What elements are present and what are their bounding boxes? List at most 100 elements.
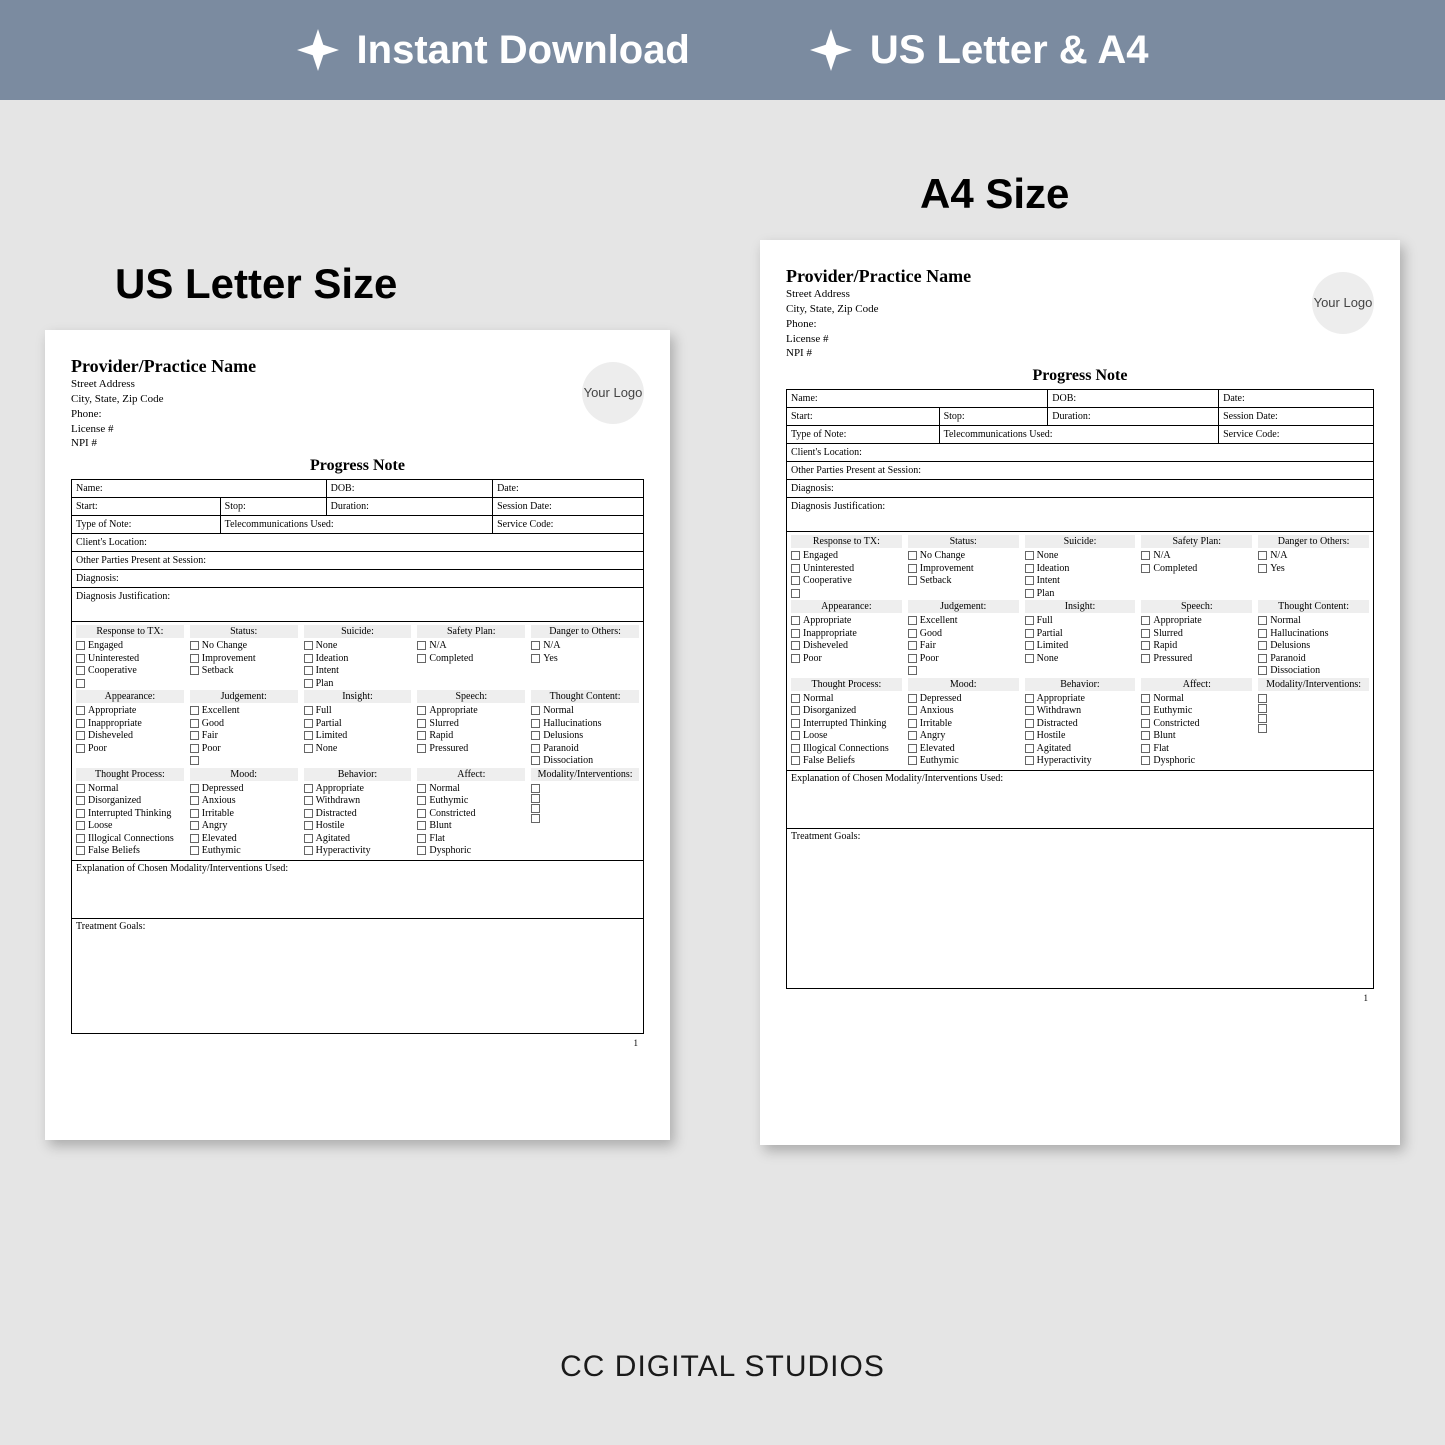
checkbox-icon[interactable] — [908, 666, 917, 675]
checkbox-icon[interactable] — [76, 654, 85, 663]
checkbox-icon[interactable] — [304, 706, 313, 715]
checkbox-icon[interactable] — [304, 641, 313, 650]
checkbox-icon[interactable] — [76, 846, 85, 855]
checkbox-icon[interactable] — [417, 821, 426, 830]
checkbox-icon[interactable] — [791, 719, 800, 728]
checkbox-icon[interactable] — [76, 821, 85, 830]
checkbox-icon[interactable] — [76, 666, 85, 675]
checkbox-icon[interactable] — [1258, 654, 1267, 663]
checkbox-icon[interactable] — [791, 576, 800, 585]
checkbox-icon[interactable] — [304, 654, 313, 663]
checkbox-icon[interactable] — [76, 784, 85, 793]
checkbox-icon[interactable] — [190, 756, 199, 765]
checkbox-icon[interactable] — [304, 821, 313, 830]
checkbox-icon[interactable] — [791, 744, 800, 753]
checkbox-icon[interactable] — [531, 744, 540, 753]
checkbox-icon[interactable] — [304, 796, 313, 805]
checkbox-icon[interactable] — [417, 834, 426, 843]
checkbox-icon[interactable] — [908, 706, 917, 715]
checkbox-icon[interactable] — [1141, 616, 1150, 625]
checkbox-icon[interactable] — [417, 744, 426, 753]
checkbox-icon[interactable] — [908, 744, 917, 753]
checkbox-icon[interactable] — [531, 641, 540, 650]
checkbox-icon[interactable] — [76, 641, 85, 650]
checkbox-icon[interactable] — [76, 706, 85, 715]
checkbox-icon[interactable] — [791, 589, 800, 598]
checkbox-icon[interactable] — [1025, 576, 1034, 585]
checkbox-icon[interactable] — [76, 679, 85, 688]
checkbox-icon[interactable] — [304, 846, 313, 855]
checkbox-icon[interactable] — [1025, 654, 1034, 663]
checkbox-icon[interactable] — [908, 694, 917, 703]
checkbox-icon[interactable] — [76, 744, 85, 753]
checkbox-icon[interactable] — [908, 756, 917, 765]
checkbox-icon[interactable] — [791, 641, 800, 650]
checkbox-icon[interactable] — [417, 731, 426, 740]
checkbox-icon[interactable] — [791, 654, 800, 663]
checkbox-icon[interactable] — [791, 706, 800, 715]
checkbox-icon[interactable] — [304, 784, 313, 793]
checkbox-icon[interactable] — [190, 706, 199, 715]
checkbox-icon[interactable] — [791, 551, 800, 560]
checkbox-icon[interactable] — [791, 564, 800, 573]
checkbox-icon[interactable] — [531, 794, 540, 803]
checkbox-icon[interactable] — [190, 809, 199, 818]
checkbox-icon[interactable] — [76, 719, 85, 728]
checkbox-icon[interactable] — [908, 629, 917, 638]
checkbox-icon[interactable] — [1025, 629, 1034, 638]
checkbox-icon[interactable] — [190, 846, 199, 855]
checkbox-icon[interactable] — [531, 784, 540, 793]
checkbox-icon[interactable] — [531, 804, 540, 813]
checkbox-icon[interactable] — [1258, 564, 1267, 573]
checkbox-icon[interactable] — [190, 641, 199, 650]
checkbox-icon[interactable] — [190, 654, 199, 663]
checkbox-icon[interactable] — [1141, 719, 1150, 728]
checkbox-icon[interactable] — [1025, 589, 1034, 598]
checkbox-icon[interactable] — [76, 796, 85, 805]
checkbox-icon[interactable] — [908, 654, 917, 663]
checkbox-icon[interactable] — [1258, 666, 1267, 675]
checkbox-icon[interactable] — [1258, 694, 1267, 703]
checkbox-icon[interactable] — [1141, 694, 1150, 703]
checkbox-icon[interactable] — [76, 731, 85, 740]
checkbox-icon[interactable] — [190, 666, 199, 675]
checkbox-icon[interactable] — [190, 719, 199, 728]
checkbox-icon[interactable] — [417, 809, 426, 818]
checkbox-icon[interactable] — [190, 731, 199, 740]
checkbox-icon[interactable] — [908, 731, 917, 740]
checkbox-icon[interactable] — [908, 719, 917, 728]
checkbox-icon[interactable] — [1025, 694, 1034, 703]
checkbox-icon[interactable] — [1141, 629, 1150, 638]
checkbox-icon[interactable] — [1141, 731, 1150, 740]
checkbox-icon[interactable] — [304, 834, 313, 843]
checkbox-icon[interactable] — [190, 796, 199, 805]
checkbox-icon[interactable] — [1025, 744, 1034, 753]
checkbox-icon[interactable] — [190, 744, 199, 753]
checkbox-icon[interactable] — [417, 641, 426, 650]
checkbox-icon[interactable] — [190, 821, 199, 830]
checkbox-icon[interactable] — [531, 719, 540, 728]
checkbox-icon[interactable] — [1025, 616, 1034, 625]
checkbox-icon[interactable] — [1025, 756, 1034, 765]
checkbox-icon[interactable] — [304, 679, 313, 688]
checkbox-icon[interactable] — [1258, 551, 1267, 560]
checkbox-icon[interactable] — [791, 616, 800, 625]
checkbox-icon[interactable] — [1025, 564, 1034, 573]
checkbox-icon[interactable] — [908, 551, 917, 560]
checkbox-icon[interactable] — [531, 731, 540, 740]
checkbox-icon[interactable] — [1025, 719, 1034, 728]
checkbox-icon[interactable] — [791, 694, 800, 703]
checkbox-icon[interactable] — [531, 654, 540, 663]
checkbox-icon[interactable] — [417, 796, 426, 805]
checkbox-icon[interactable] — [1141, 564, 1150, 573]
checkbox-icon[interactable] — [791, 629, 800, 638]
checkbox-icon[interactable] — [1025, 641, 1034, 650]
checkbox-icon[interactable] — [1141, 551, 1150, 560]
checkbox-icon[interactable] — [76, 809, 85, 818]
checkbox-icon[interactable] — [417, 784, 426, 793]
checkbox-icon[interactable] — [908, 616, 917, 625]
checkbox-icon[interactable] — [908, 564, 917, 573]
checkbox-icon[interactable] — [1141, 641, 1150, 650]
checkbox-icon[interactable] — [76, 834, 85, 843]
checkbox-icon[interactable] — [1258, 724, 1267, 733]
